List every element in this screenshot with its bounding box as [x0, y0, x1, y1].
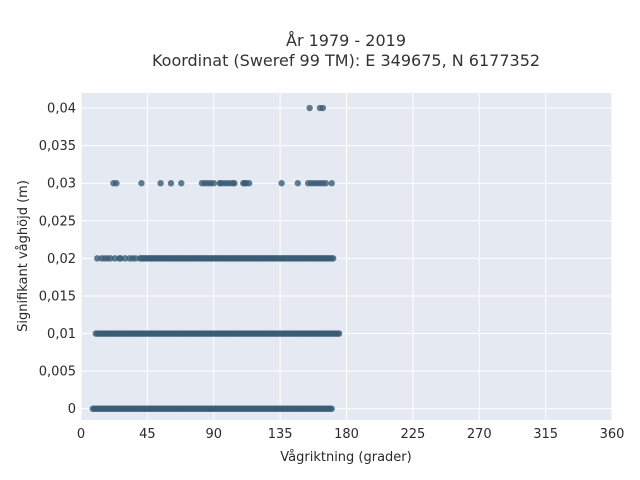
data-point [328, 180, 335, 187]
x-tick-label: 315 [533, 427, 558, 442]
data-point [306, 104, 313, 112]
data-point [330, 255, 337, 262]
data-point [335, 330, 343, 337]
x-tick-label: 180 [334, 427, 359, 442]
data-point [107, 255, 114, 262]
y-tick-label: 0,02 [47, 252, 76, 267]
data-point [132, 255, 139, 262]
y-tick-label: 0,005 [39, 365, 76, 380]
data-point [178, 180, 185, 187]
data-point [111, 255, 119, 262]
data-point [94, 255, 101, 262]
data-point [117, 255, 125, 262]
x-axis-title: Vågriktning (grader) [280, 450, 411, 465]
data-point [328, 405, 335, 412]
data-point [167, 180, 175, 187]
y-tick-label: 0,025 [39, 214, 76, 229]
x-tick-label: 90 [205, 427, 222, 442]
data-point [113, 180, 120, 187]
data-point [319, 104, 327, 112]
y-tick-label: 0,04 [47, 102, 76, 117]
data-point [245, 180, 253, 187]
x-tick-label: 135 [268, 427, 293, 442]
x-tick-label: 45 [139, 427, 156, 442]
y-tick-label: 0,015 [39, 289, 76, 304]
data-point [122, 255, 129, 262]
grid-lines [80, 93, 613, 420]
data-point [138, 180, 145, 187]
data-point [322, 180, 330, 187]
x-tick-label: 360 [600, 427, 625, 442]
data-point [231, 180, 238, 187]
y-tick-label: 0,035 [39, 139, 76, 154]
chart-subtitle: Koordinat (Sweref 99 TM): E 349675, N 61… [152, 51, 540, 70]
data-point [294, 180, 302, 187]
tick-labels: 0 45 90 135 180 225 270 315 360 0 0,005 0,01 0,015 0,… [39, 102, 625, 442]
data-point [278, 180, 285, 187]
data-point [210, 180, 217, 187]
y-axis-title: Signifikant våghöjd (m) [16, 180, 31, 332]
x-tick-label: 270 [467, 427, 492, 442]
y-tick-label: 0 [68, 402, 76, 417]
y-tick-label: 0,03 [47, 177, 76, 192]
data-point [157, 180, 164, 187]
chart-title: År 1979 - 2019 [286, 31, 406, 50]
x-tick-label: 0 [77, 427, 85, 442]
data-points [89, 104, 343, 412]
x-tick-label: 225 [400, 427, 425, 442]
y-tick-label: 0,01 [47, 327, 76, 342]
